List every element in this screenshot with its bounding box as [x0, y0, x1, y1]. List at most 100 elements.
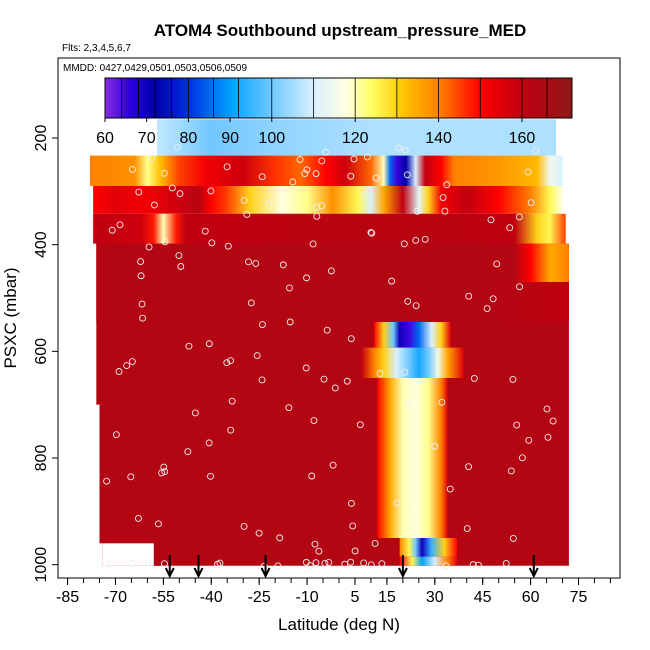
sample-point [184, 448, 192, 456]
sample-point [245, 258, 252, 266]
sample-point [376, 369, 384, 377]
sample-point [393, 499, 401, 507]
colorbar-tick-label: 100 [258, 130, 285, 147]
sample-point [388, 277, 396, 285]
x-tick-label: -70 [104, 589, 127, 606]
sample-point [371, 540, 379, 547]
flights-label: Flts: 2,3,4,5,6,7 [62, 43, 131, 54]
sample-point [309, 240, 317, 248]
colorbar-tick-label: 90 [221, 130, 239, 147]
sample-point [311, 540, 319, 548]
sample-point [532, 147, 540, 155]
flight-arrow [260, 555, 271, 579]
sample-point [168, 184, 176, 192]
sample-point [404, 297, 412, 305]
sample-point [515, 213, 523, 221]
sample-point [201, 227, 209, 235]
sample-point [161, 238, 169, 246]
sample-point [128, 560, 136, 567]
field-band [96, 243, 569, 282]
sample-point [470, 374, 478, 382]
sample-point [446, 485, 454, 493]
sample-point [527, 199, 535, 207]
sample-point [367, 228, 375, 236]
sample-point [350, 155, 358, 163]
sample-point [185, 342, 193, 350]
x-tick-label: 75 [570, 589, 588, 606]
sample-point [161, 468, 169, 476]
field-band [89, 155, 563, 186]
sample-point [323, 326, 331, 334]
sample-point [173, 143, 181, 151]
sample-point [487, 216, 495, 224]
sample-point [321, 559, 329, 567]
sample-point [349, 522, 357, 530]
sample-point [400, 240, 408, 248]
sample-point [401, 368, 409, 376]
x-tick-label: -55 [152, 589, 175, 606]
sample-point [128, 358, 136, 366]
sample-point [439, 194, 447, 201]
sample-point [303, 166, 311, 174]
sample-point [403, 171, 411, 179]
sample-point [135, 188, 143, 196]
sample-point [442, 562, 450, 570]
flight-arrow [528, 555, 539, 579]
y-axis-label: PSXC (mbar) [1, 267, 20, 368]
sample-point [223, 163, 231, 171]
sample-point [395, 144, 403, 152]
colorbar-frame [104, 77, 573, 119]
sample-point [443, 181, 451, 189]
sample-point [286, 284, 293, 292]
sample-point [148, 154, 156, 162]
sample-point [341, 560, 349, 568]
sample-point [160, 169, 168, 177]
sample-point [474, 561, 482, 569]
sample-point [318, 157, 326, 165]
sample-point [108, 226, 116, 234]
x-tick-label: -85 [56, 589, 79, 606]
sample-point [367, 561, 375, 569]
field-background-edge [99, 404, 106, 544]
field-band [93, 186, 563, 214]
sample-point [177, 263, 185, 270]
sample-point [105, 560, 113, 568]
field-band [96, 282, 569, 322]
x-tick-label: -10 [296, 589, 319, 606]
sample-point [412, 302, 420, 310]
x-tick-label: 30 [426, 589, 444, 606]
sample-point [327, 267, 335, 275]
sample-point [145, 243, 153, 251]
sample-point [154, 520, 162, 528]
sample-point [260, 562, 268, 570]
x-tick-label: 5 [351, 589, 360, 606]
chart-title: ATOM4 Southbound upstream_pressure_MED [154, 21, 526, 40]
sample-point [161, 560, 168, 568]
sample-point [138, 300, 146, 308]
sample-point [465, 463, 473, 471]
sample-point [360, 559, 368, 567]
colorbar: 60 70 80 90 100 120 140 160 [96, 77, 573, 147]
sample-point [438, 398, 446, 406]
sample-point [286, 318, 294, 326]
sample-point [502, 560, 510, 567]
sample-point [175, 252, 183, 260]
x-tick-label: -25 [248, 589, 271, 606]
field-band [399, 538, 458, 557]
field-band [361, 347, 464, 378]
sample-point [252, 260, 260, 267]
sample-point [351, 547, 359, 555]
sample-point [150, 201, 158, 209]
sample-point [285, 404, 293, 412]
sample-point [137, 272, 145, 280]
sample-point [274, 562, 282, 570]
sample-point [302, 558, 310, 566]
sample-point [441, 207, 449, 215]
sample-point [207, 472, 214, 480]
sample-point [489, 295, 497, 303]
flight-arrows [164, 555, 539, 579]
field-band [374, 322, 451, 348]
sample-point [255, 529, 263, 537]
sample-point [176, 190, 184, 198]
sample-point [258, 173, 266, 181]
